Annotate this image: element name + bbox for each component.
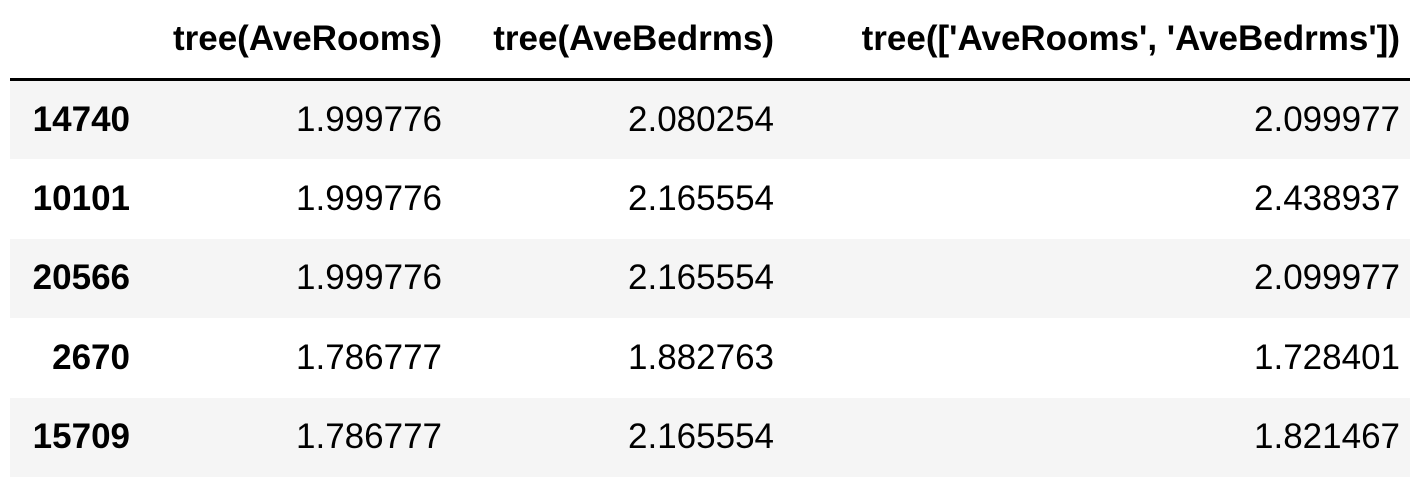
table-cell: 1.999776 [296,178,442,218]
row-index: 15709 [32,417,130,457]
table-row: 20566 1.999776 2.165554 2.099977 [10,238,1410,318]
table-cell: 1.786777 [296,337,442,377]
table-cell: 1.786777 [296,417,442,457]
table-row: 2670 1.786777 1.882763 1.728401 [10,318,1410,398]
table-cell: 2.080254 [628,100,774,139]
table-row: 14740 1.999776 2.080254 2.099977 [10,79,1410,159]
table-cell: 1.999776 [296,100,442,139]
table-cell: 2.165554 [628,178,774,218]
row-index: 10101 [32,178,130,218]
table-cell: 2.165554 [628,258,774,298]
row-index: 14740 [32,100,130,139]
table-header: tree(AveRooms) tree(AveBedrms) tree(['Av… [10,0,1410,81]
column-header-tree-averooms-avebedrms: tree(['AveRooms', 'AveBedrms']) [784,0,1410,81]
dataframe-table: tree(AveRooms) tree(AveBedrms) tree(['Av… [10,0,1410,477]
table-row: 10101 1.999776 2.165554 2.438937 [10,159,1410,239]
table-cell: 2.438937 [1254,178,1400,218]
header-row: tree(AveRooms) tree(AveBedrms) tree(['Av… [10,0,1410,81]
table-cell: 1.821467 [1254,417,1400,457]
index-header [10,0,140,81]
row-index: 20566 [32,258,130,298]
table-cell: 2.165554 [628,417,774,457]
table-cell: 1.728401 [1254,337,1400,377]
row-index: 2670 [52,337,130,377]
table-cell: 1.999776 [296,258,442,298]
column-header-tree-averooms: tree(AveRooms) [140,0,452,81]
table-cell: 2.099977 [1254,100,1400,139]
table-row: 15709 1.786777 2.165554 1.821467 [10,397,1410,477]
table-cell: 2.099977 [1254,258,1400,298]
table-body: 14740 1.999776 2.080254 2.099977 10101 1… [10,79,1410,477]
column-header-tree-avebedrms: tree(AveBedrms) [452,0,784,81]
table-cell: 1.882763 [628,337,774,377]
